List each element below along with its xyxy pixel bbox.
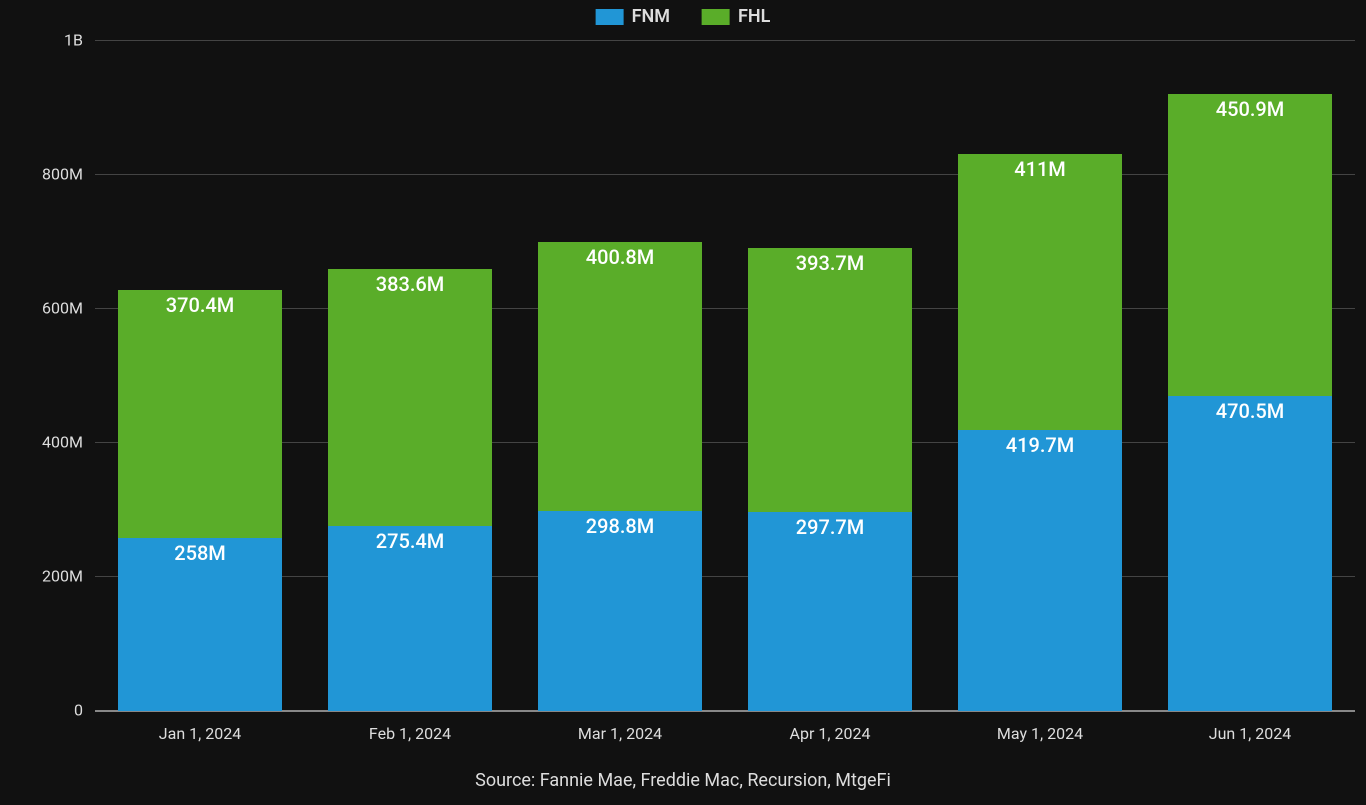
chart-source-text: Source: Fannie Mae, Freddie Mac, Recursi… [475, 770, 891, 791]
plot-area: 0200M400M600M800M1B258M370.4MJan 1, 2024… [95, 40, 1355, 710]
y-tick-label: 0 [74, 701, 83, 720]
x-tick-label: Jan 1, 2024 [159, 724, 241, 743]
bar-value-label-fnm: 258M [174, 541, 226, 565]
x-tick-label: Feb 1, 2024 [369, 724, 451, 743]
y-tick-label: 1B [64, 31, 83, 50]
bar-fnm [1168, 395, 1332, 711]
x-tick-label: Jun 1, 2024 [1209, 724, 1292, 743]
bar-fnm [538, 510, 702, 711]
bar-value-label-fnm: 470.5M [1216, 399, 1285, 423]
bar-fhl [748, 247, 912, 512]
y-tick-label: 600M [42, 299, 83, 318]
gridline [95, 308, 1355, 309]
x-tick-label: Mar 1, 2024 [578, 724, 662, 743]
x-axis-line [95, 710, 1355, 712]
gridline [95, 174, 1355, 175]
gridline [95, 576, 1355, 577]
x-tick-label: May 1, 2024 [997, 724, 1083, 743]
y-tick-label: 800M [42, 165, 83, 184]
bar-fhl [118, 289, 282, 538]
legend-label-fhl: FHL [738, 6, 770, 27]
bar-value-label-fhl: 393.7M [796, 251, 865, 275]
legend-label-fnm: FNM [632, 6, 670, 27]
y-tick-label: 400M [42, 433, 83, 452]
gridline [95, 442, 1355, 443]
x-tick-label: Apr 1, 2024 [790, 724, 871, 743]
bar-fnm [958, 429, 1122, 711]
bar-fhl [538, 241, 702, 511]
bar-value-label-fhl: 411M [1014, 157, 1066, 181]
bar-value-label-fhl: 383.6M [376, 272, 445, 296]
legend-swatch-fhl [702, 9, 730, 25]
gridline [95, 40, 1355, 41]
bar-value-label-fhl: 450.9M [1216, 97, 1285, 121]
bar-value-label-fhl: 370.4M [166, 293, 235, 317]
bar-fhl [1168, 93, 1332, 396]
y-tick-label: 200M [42, 567, 83, 586]
legend-item-fnm: FNM [596, 6, 670, 27]
chart-legend: FNM FHL [596, 6, 771, 27]
bar-value-label-fnm: 297.7M [796, 515, 865, 539]
bar-value-label-fnm: 298.8M [586, 514, 655, 538]
legend-swatch-fnm [596, 9, 624, 25]
legend-item-fhl: FHL [702, 6, 770, 27]
bar-value-label-fhl: 400.8M [586, 245, 655, 269]
bar-value-label-fnm: 419.7M [1006, 433, 1075, 457]
stacked-bar-chart: FNM FHL 0 200M 400M 600M 800M 1B 258M 370.4M Jan … [0, 0, 1366, 805]
bar-value-label-fnm: 275.4M [376, 529, 445, 553]
bar-fhl [328, 268, 492, 526]
bar-fnm [748, 511, 912, 711]
bar-fhl [958, 153, 1122, 429]
